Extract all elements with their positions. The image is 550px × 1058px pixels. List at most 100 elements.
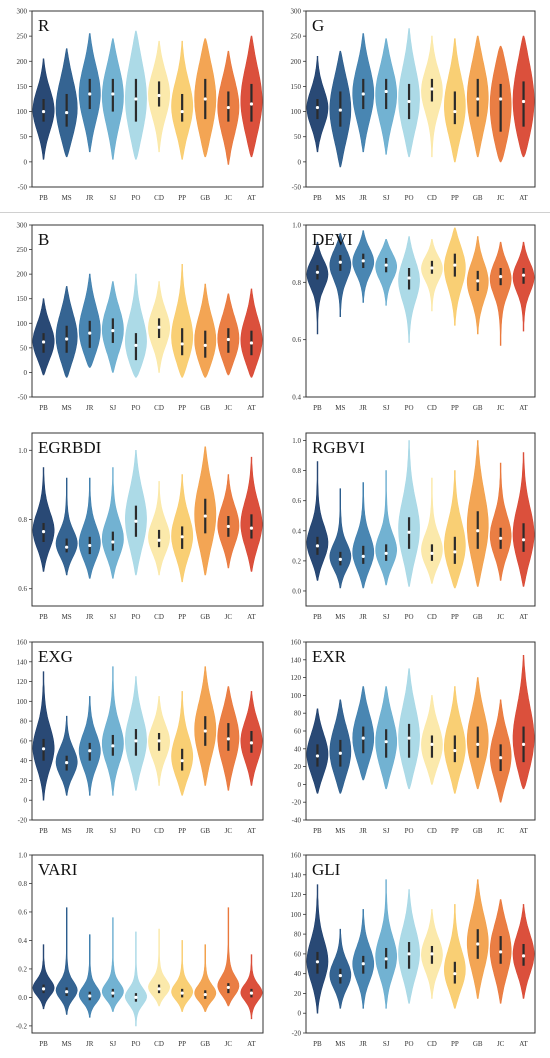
median-marker xyxy=(180,535,184,539)
violin-chart-r: -50 0 50 100 150 200 250 300 PB MS JR SJ PO CD PP GB JC A… xyxy=(17,8,264,202)
violin-chart-vari: -0.2 0.0 0.2 0.4 0.6 0.8 1.0 PB MS JR SJ PO CD PP GB JC… xyxy=(16,852,264,1048)
violin-ms xyxy=(329,928,352,1009)
x-tick-label: SJ xyxy=(110,1040,117,1048)
violin-jr xyxy=(352,33,375,153)
y-tick-label: 0.6 xyxy=(292,336,301,344)
x-tick-label: JC xyxy=(225,1040,233,1048)
violin-at xyxy=(240,691,263,786)
violin-body xyxy=(240,456,263,572)
y-tick-label: 40 xyxy=(20,757,28,765)
x-tick-label: AT xyxy=(519,827,528,835)
x-tick-label: AT xyxy=(247,613,256,621)
x-tick-label: MS xyxy=(62,613,72,621)
violin-at xyxy=(512,655,535,790)
x-tick-label: PP xyxy=(451,613,459,621)
violin-chart-rgbvi: 0.0 0.2 0.4 0.6 0.8 1.0 PB MS JR SJ PO CD PP GB JC AT RG… xyxy=(292,432,536,621)
violin-body xyxy=(398,440,420,587)
median-marker xyxy=(453,109,457,114)
x-tick-label: MS xyxy=(335,827,345,835)
y-tick-label: -20 xyxy=(292,1030,302,1038)
violin-sj xyxy=(101,666,124,796)
median-marker xyxy=(111,991,115,995)
x-tick-label: PB xyxy=(313,613,322,621)
y-tick-label: 160 xyxy=(291,639,302,647)
violin-sj xyxy=(375,470,398,586)
y-tick-label: 300 xyxy=(17,222,28,230)
violin-chart-egrbdi: 0.6 0.8 1.0 PB MS JR SJ PO CD PP GB JC AT EGRBDI xyxy=(18,432,264,621)
violin-body xyxy=(217,907,240,1007)
x-tick-label: MS xyxy=(335,194,345,202)
violin-body xyxy=(125,931,147,1027)
violin-cd xyxy=(421,239,443,312)
x-tick-label: JR xyxy=(360,613,368,621)
violin-po xyxy=(398,28,420,158)
y-tick-label: -40 xyxy=(292,817,302,825)
median-marker xyxy=(384,957,388,961)
median-marker xyxy=(41,987,46,991)
x-tick-label: CD xyxy=(154,194,164,202)
x-tick-label: JR xyxy=(86,1040,94,1048)
violin-cd xyxy=(148,928,171,1007)
median-marker xyxy=(361,554,365,558)
x-tick-label: AT xyxy=(247,827,256,835)
violin-sj xyxy=(375,38,397,155)
median-marker xyxy=(521,538,526,542)
median-marker xyxy=(180,991,184,995)
x-tick-label: JC xyxy=(497,827,505,835)
x-tick-label: PB xyxy=(39,613,48,621)
y-tick-label: 0 xyxy=(298,1010,302,1018)
x-tick-label: GB xyxy=(200,404,210,412)
median-marker xyxy=(499,950,503,954)
median-marker xyxy=(65,545,69,549)
median-marker xyxy=(407,276,411,280)
y-tick-label: 0.6 xyxy=(18,908,27,916)
x-tick-label: CD xyxy=(427,827,437,835)
violin-jc xyxy=(217,686,240,791)
median-marker xyxy=(476,942,480,946)
violin-jc xyxy=(489,699,512,803)
violin-body xyxy=(32,944,55,1010)
violin-at xyxy=(512,35,535,158)
violin-body xyxy=(512,241,535,332)
y-tick-label: 120 xyxy=(291,674,302,682)
y-tick-label: 150 xyxy=(17,295,28,303)
median-marker xyxy=(338,557,342,561)
violin-pb xyxy=(306,884,329,1014)
median-marker xyxy=(157,739,161,743)
median-marker xyxy=(521,273,526,277)
median-marker xyxy=(203,729,207,733)
x-tick-label: PP xyxy=(451,827,459,835)
median-marker xyxy=(203,992,207,997)
y-tick-label: -50 xyxy=(18,184,28,192)
violin-body xyxy=(443,904,466,1009)
y-tick-label: 140 xyxy=(17,658,28,666)
x-tick-label: SJ xyxy=(110,194,117,202)
violin-pb xyxy=(306,708,329,794)
x-tick-label: CD xyxy=(427,1040,437,1048)
y-tick-label: 150 xyxy=(291,83,302,91)
violin-body xyxy=(101,917,124,1012)
violin-body xyxy=(444,227,466,326)
panel-title: DEVI xyxy=(312,230,353,249)
median-marker xyxy=(157,93,161,98)
violin-body xyxy=(32,467,55,572)
violin-jc xyxy=(217,50,240,165)
y-tick-label: 200 xyxy=(291,58,302,66)
violin-po xyxy=(398,236,420,343)
violin-body xyxy=(78,934,101,1018)
y-tick-label: 300 xyxy=(17,8,28,16)
median-marker xyxy=(407,952,411,956)
violin-body xyxy=(171,691,194,796)
x-tick-label: MS xyxy=(62,827,72,835)
violin-body xyxy=(329,488,352,589)
violin-ms xyxy=(55,477,78,576)
x-tick-label: MS xyxy=(335,404,345,412)
y-tick-label: 300 xyxy=(291,8,302,16)
violin-pp xyxy=(171,691,194,796)
x-tick-label: JR xyxy=(360,404,368,412)
median-marker xyxy=(157,538,161,542)
y-tick-label: 0.0 xyxy=(292,587,301,595)
median-marker xyxy=(88,92,92,96)
y-tick-label: 80 xyxy=(294,931,302,939)
median-marker xyxy=(180,342,184,346)
